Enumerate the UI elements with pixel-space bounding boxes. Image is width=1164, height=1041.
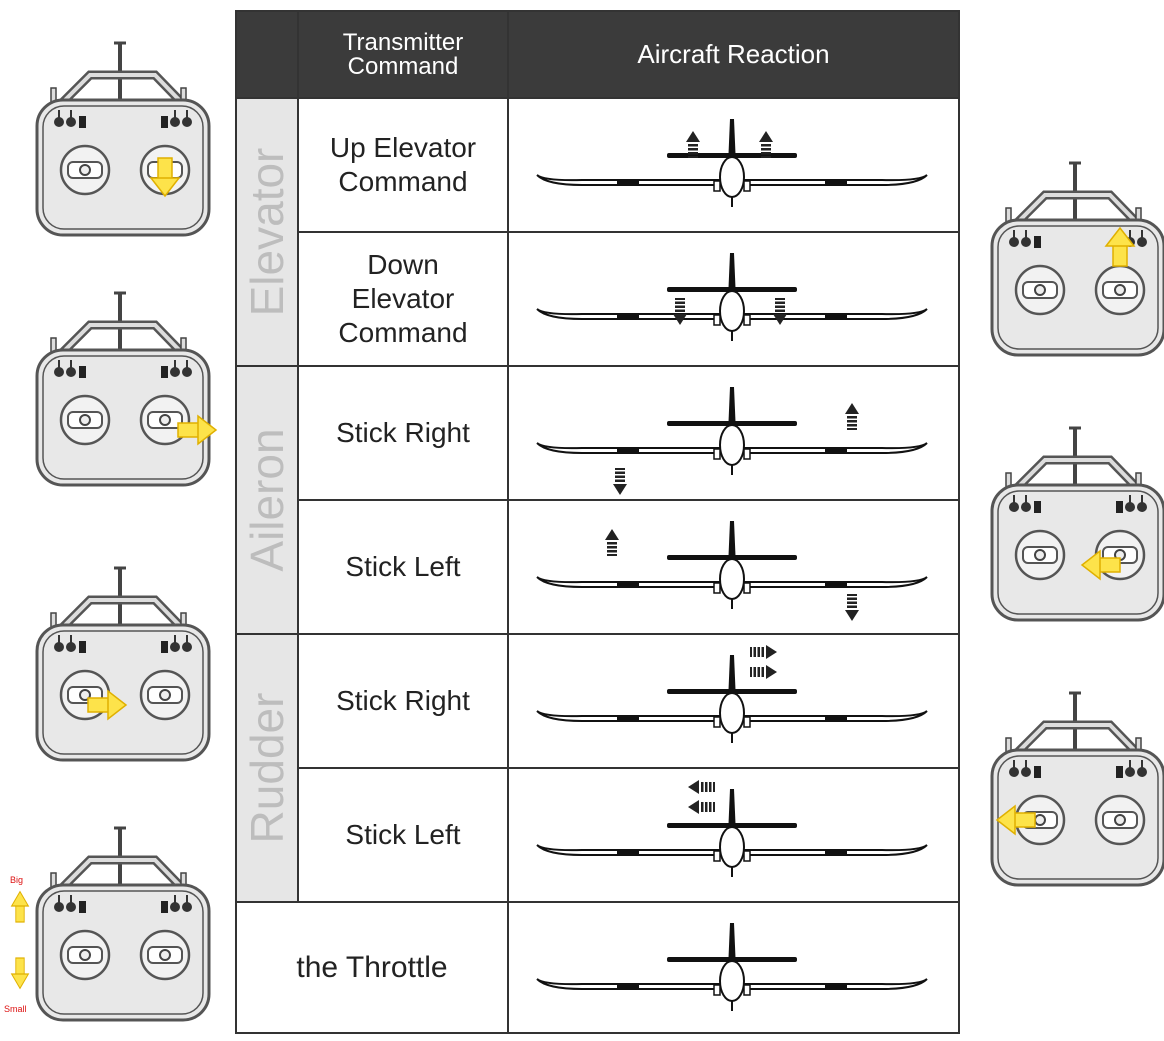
group-label: Aileron: [241, 428, 293, 572]
stick-arrow: [150, 157, 180, 197]
reaction-cell: [507, 499, 960, 635]
group-label: Elevator: [241, 147, 293, 317]
throttle-arrow: [10, 890, 29, 923]
group-label-cell: Rudder: [235, 633, 299, 903]
group-label-cell: Elevator: [235, 97, 299, 367]
command: Down Elevator Command: [338, 249, 468, 348]
reaction-cell: [507, 97, 960, 233]
transmitter: [992, 692, 1164, 885]
command: Stick Left: [345, 551, 461, 582]
reaction-cell: [507, 231, 960, 367]
command-cell: Stick Left: [297, 499, 509, 635]
command-cell: Stick Right: [297, 365, 509, 501]
stick-arrow: [177, 415, 217, 445]
stick-arrow: [996, 805, 1036, 835]
group-label-cell: Aileron: [235, 365, 299, 635]
command: Stick Right: [336, 417, 470, 448]
header-blank: [235, 10, 299, 99]
header-command: Transmitter Command: [297, 10, 509, 99]
transmitter: [992, 162, 1164, 355]
reaction-cell: [507, 901, 960, 1034]
throttle-arrow: [10, 957, 29, 990]
transmitter: [37, 567, 209, 760]
reaction-cell: [507, 365, 960, 501]
header-reaction: Aircraft Reaction: [507, 10, 960, 99]
big-label: Big: [10, 875, 24, 885]
command: Up Elevator Command: [329, 132, 477, 197]
command-cell: Stick Left: [297, 767, 509, 903]
command: Stick Left: [345, 819, 461, 850]
stick-arrow: [1081, 550, 1121, 580]
reaction-cell: [507, 633, 960, 769]
command: Stick Right: [336, 685, 470, 716]
transmitter: [37, 42, 209, 235]
small-label: Small: [4, 1004, 27, 1014]
throttle-cell: the Throttle: [235, 901, 509, 1034]
command-cell: Down Elevator Command: [297, 231, 509, 367]
transmitter: [37, 827, 209, 1020]
command-cell: Stick Right: [297, 633, 509, 769]
group-label: Rudder: [241, 692, 293, 844]
stick-arrow: [87, 690, 127, 720]
stick-arrow: [1105, 227, 1135, 267]
header-row: Transmitter Command Aircraft Reaction: [235, 10, 960, 99]
reaction-cell: [507, 767, 960, 903]
command-cell: Up Elevator Command: [297, 97, 509, 233]
transmitter: [992, 427, 1164, 620]
control-table: Transmitter Command Aircraft Reaction El…: [235, 10, 960, 1034]
transmitter: [37, 292, 209, 485]
